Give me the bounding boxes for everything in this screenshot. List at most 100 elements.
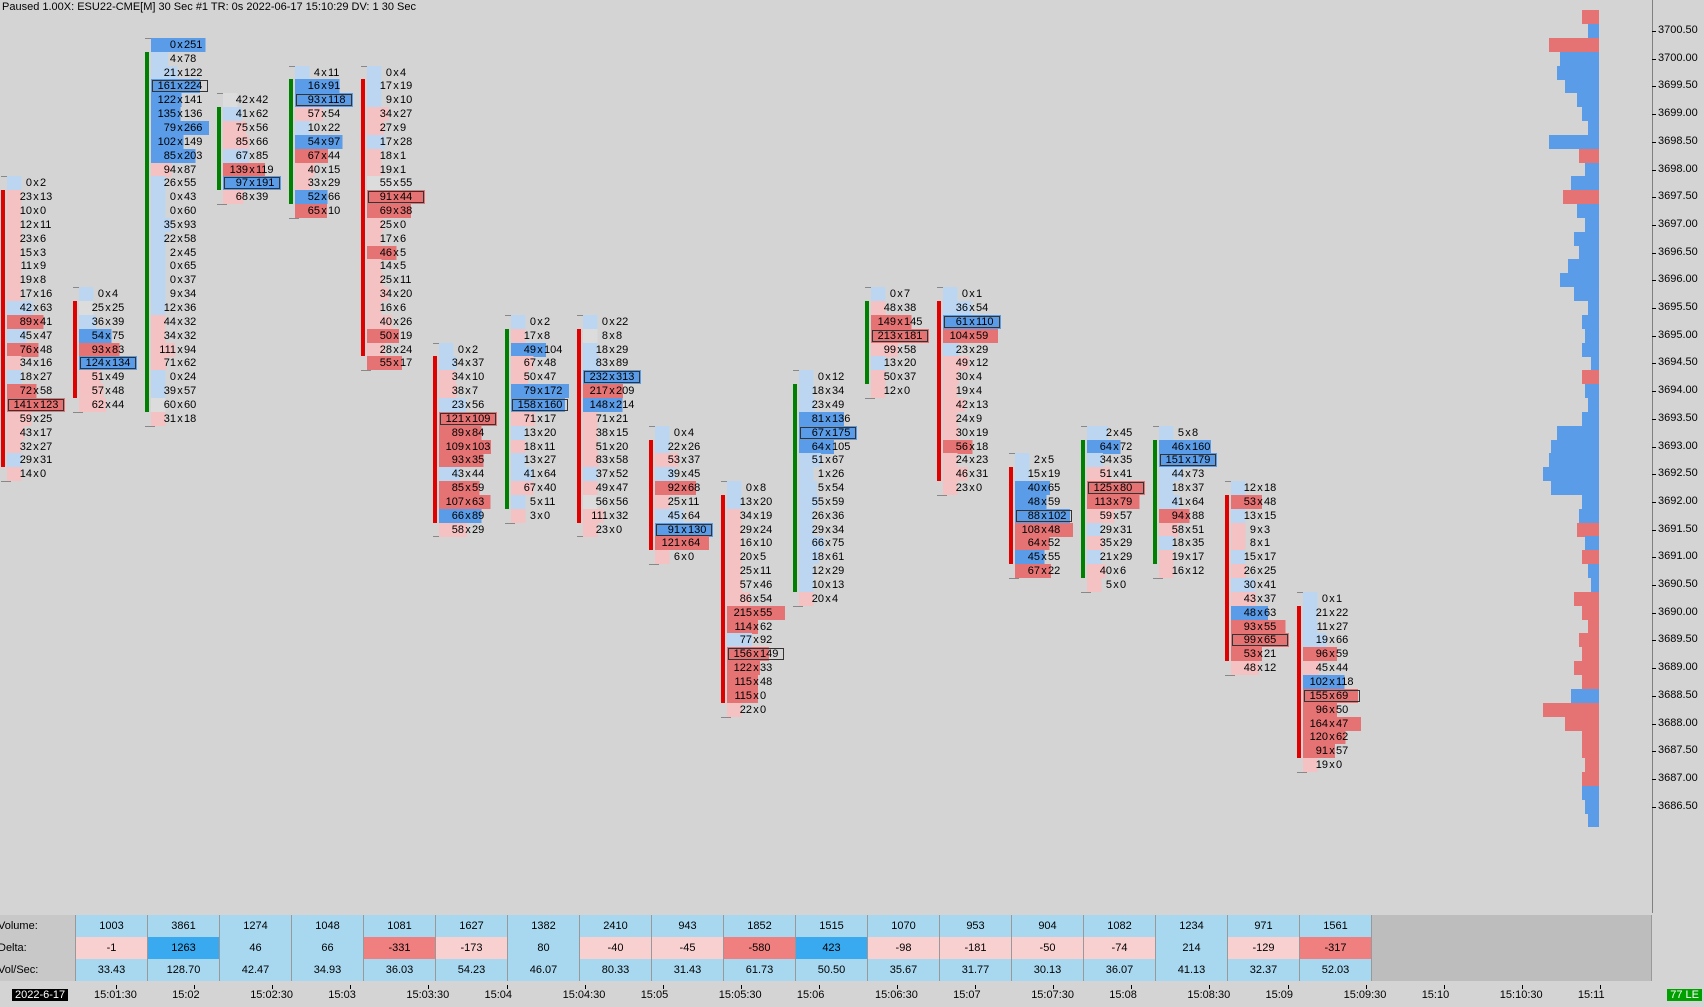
separator: x [609,329,615,342]
time-tick [740,985,742,989]
separator: x [177,412,183,425]
bid-volume: 19 [19,274,32,287]
ask-volume: 37 [1192,482,1205,495]
footprint-cell: 85 x 59 [439,481,497,496]
separator: x [825,398,831,411]
price-label: 3689.00 [1658,661,1698,674]
bid-volume: 125 [1093,482,1112,495]
separator: x [1257,579,1263,591]
footprint-cell: 85 x 203 [151,148,209,163]
footprint-cell: 51 x 20 [583,439,641,454]
ask-volume: 23 [976,454,989,467]
footprint-cell: 125 x 80 [1087,481,1145,496]
bid-volume: 2 [1105,426,1112,439]
separator: x [609,426,615,439]
footprint-cell: 34 x 19 [727,508,785,523]
profile-bar [1579,508,1599,523]
ask-volume: 266 [184,121,203,134]
separator: x [825,385,831,398]
ask-volume: 84 [472,426,485,439]
separator: x [897,315,903,328]
footprint-cell: 71 x 17 [511,411,569,426]
separator: x [537,509,543,522]
separator: x [33,468,39,481]
ask-volume: 17 [544,412,557,425]
footprint-cell: 26 x 25 [1231,564,1289,579]
ask-volume: 61 [832,551,845,564]
footprint-cell: 29 x 31 [1087,522,1145,537]
separator: x [537,385,543,398]
bid-volume: 72 [19,385,32,398]
price-label: 3693.00 [1658,439,1698,452]
bid-volume: 45 [1315,662,1328,675]
profile-bar [1551,481,1599,496]
bid-volume: 41 [523,468,536,481]
footprint-cell: 10 x 0 [7,204,65,219]
separator: x [1329,703,1335,716]
stats-cell: -129 [1228,937,1300,959]
bar-bottom-line [793,605,803,607]
separator: x [177,191,183,204]
ask-volume: 27 [400,108,413,121]
separator: x [537,412,543,425]
footprint-cell: 85 x 66 [223,134,281,149]
footprint-cell: 53 x 48 [1231,494,1289,509]
separator: x [753,703,759,716]
bid-volume: 48 [1243,662,1256,675]
bid-volume: 13 [883,357,896,370]
separator: x [1329,634,1335,647]
ask-volume: 29 [472,523,485,536]
ask-volume: 36 [184,302,197,314]
bid-volume: 75 [235,121,248,134]
separator: x [105,385,111,398]
separator: x [969,315,975,328]
ask-volume: 191 [256,177,275,190]
stats-cell: 31.43 [652,959,724,981]
stats-cell: 1382 [508,915,580,937]
separator: x [177,80,183,93]
ask-volume: 34 [832,385,845,398]
buy-marker [505,328,509,509]
separator: x [825,523,831,536]
footprint-cell: 97 x 191 [223,176,281,191]
price-tick [1652,169,1656,171]
footprint-cell: 18 x 34 [799,384,857,399]
bar-top-line [649,425,659,427]
bid-volume: 45 [1027,551,1040,564]
footprint-cell: 64 x 105 [799,439,857,454]
bar-top-line [1009,453,1019,455]
separator: x [105,288,111,301]
bid-volume: 46 [1171,440,1184,453]
footprint-cell: 40 x 15 [295,162,353,177]
separator: x [177,232,183,245]
ask-volume: 27 [1336,620,1349,633]
stats-cell: 1515 [796,915,868,937]
footprint-cell: 151 x 179 [1159,453,1217,468]
bid-volume: 10 [811,579,824,591]
separator: x [321,135,327,148]
footprint-cell: 108 x 48 [1015,522,1073,537]
stats-cell: -50 [1012,937,1084,959]
time-tick [428,985,430,989]
price-tick [1652,695,1656,697]
price-tick [1652,363,1656,365]
bid-volume: 0 [25,177,32,190]
ask-volume: 83 [112,343,125,356]
footprint-chart[interactable]: 0 x 2 23 x 13 10 x 0 12 x 11 23 x 6 15 x 3 11 x 9 19 x 8 17 x 16 42… [0,0,1653,913]
bid-volume: 13 [1243,509,1256,522]
bar-bottom-line [721,716,731,718]
separator: x [609,482,615,495]
footprint-cell: 46 x 31 [943,467,1001,482]
ask-volume: 29 [832,565,845,578]
bid-volume: 38 [451,385,464,398]
stats-row-volsec: Vol/Sec: 33.43 128.70 42.47 34.93 36.03 54.23 4… [0,959,1652,981]
bid-volume: 48 [1243,606,1256,619]
bar-bottom-line [649,564,659,566]
bid-volume: 29 [811,523,824,536]
ask-volume: 97 [328,135,341,148]
bid-volume: 18 [19,371,32,384]
ask-volume: 54 [760,592,773,605]
ask-volume: 69 [1336,689,1349,702]
ask-volume: 13 [832,579,845,591]
